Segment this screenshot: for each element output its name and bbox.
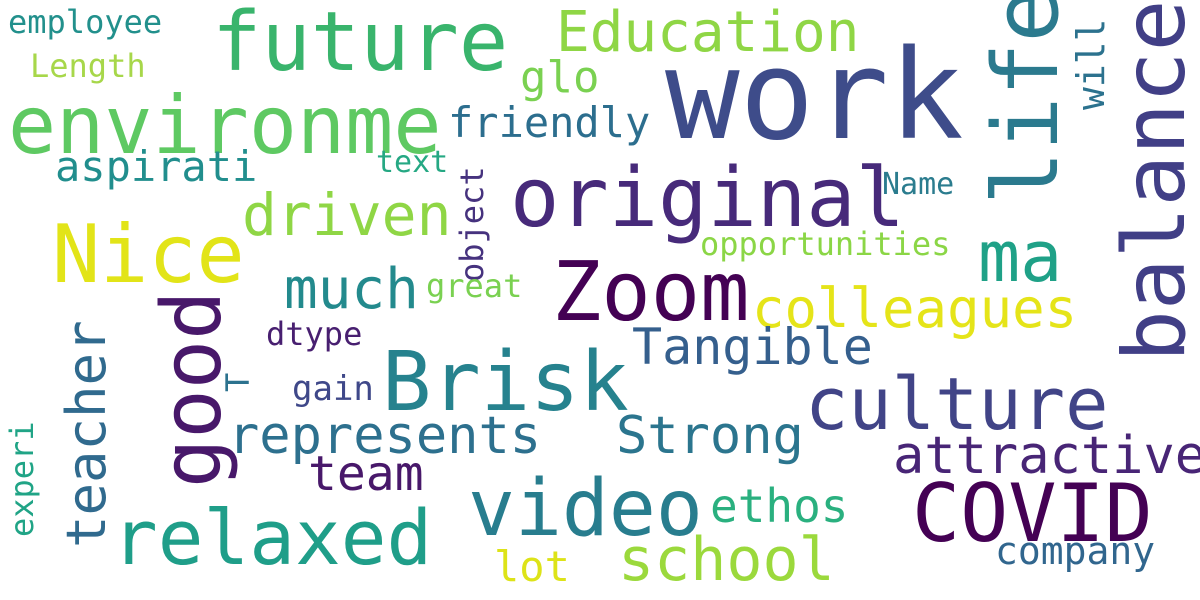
word-tangible: Tangible: [632, 318, 873, 376]
word-team: team: [308, 446, 424, 502]
word-attractive: attractive: [893, 426, 1200, 486]
word-much: much: [284, 257, 419, 322]
word-environme: environme: [8, 79, 442, 172]
word-friendly: friendly: [448, 98, 651, 147]
word-dtype: dtype: [266, 315, 363, 353]
word-work: work: [665, 24, 964, 168]
word-ethos: ethos: [710, 479, 849, 533]
word-ma: ma: [978, 216, 1063, 298]
word-original: original: [510, 151, 905, 246]
word-driven: driven: [242, 181, 452, 249]
word-strong: Strong: [616, 406, 804, 466]
word-colleagues: colleagues: [752, 277, 1078, 340]
word-great: great: [426, 267, 523, 305]
word-glo: glo: [520, 52, 600, 103]
word-opportunities: opportunities: [700, 225, 951, 263]
word-employee: employee: [8, 3, 163, 41]
word-lot: lot: [494, 542, 570, 591]
word-company: company: [995, 529, 1156, 573]
word-future: future: [212, 0, 509, 90]
word-zoom: Zoom: [552, 245, 750, 340]
word-experi: experi: [3, 421, 41, 537]
word-aspirati: aspirati: [55, 142, 258, 191]
word-name: Name: [882, 167, 955, 202]
word-life: life: [974, 0, 1079, 205]
word-covid: COVID: [912, 467, 1153, 560]
word-gain: gain: [292, 369, 374, 409]
word-relaxed: relaxed: [112, 493, 433, 582]
word-text: text: [376, 145, 449, 180]
word-nice: Nice: [52, 208, 245, 301]
word-represents: represents: [228, 406, 542, 466]
word-education: Education: [556, 0, 860, 65]
word-balance: balance: [1105, 0, 1200, 362]
word-culture: culture: [805, 362, 1109, 446]
word-object: object: [453, 166, 491, 282]
word-brisk: Brisk: [382, 335, 629, 430]
word-t: T: [219, 372, 257, 392]
word-school: school: [618, 525, 835, 595]
word-teacher: teacher: [55, 320, 118, 548]
word-length: Length: [30, 47, 146, 85]
word-video: video: [468, 464, 703, 554]
